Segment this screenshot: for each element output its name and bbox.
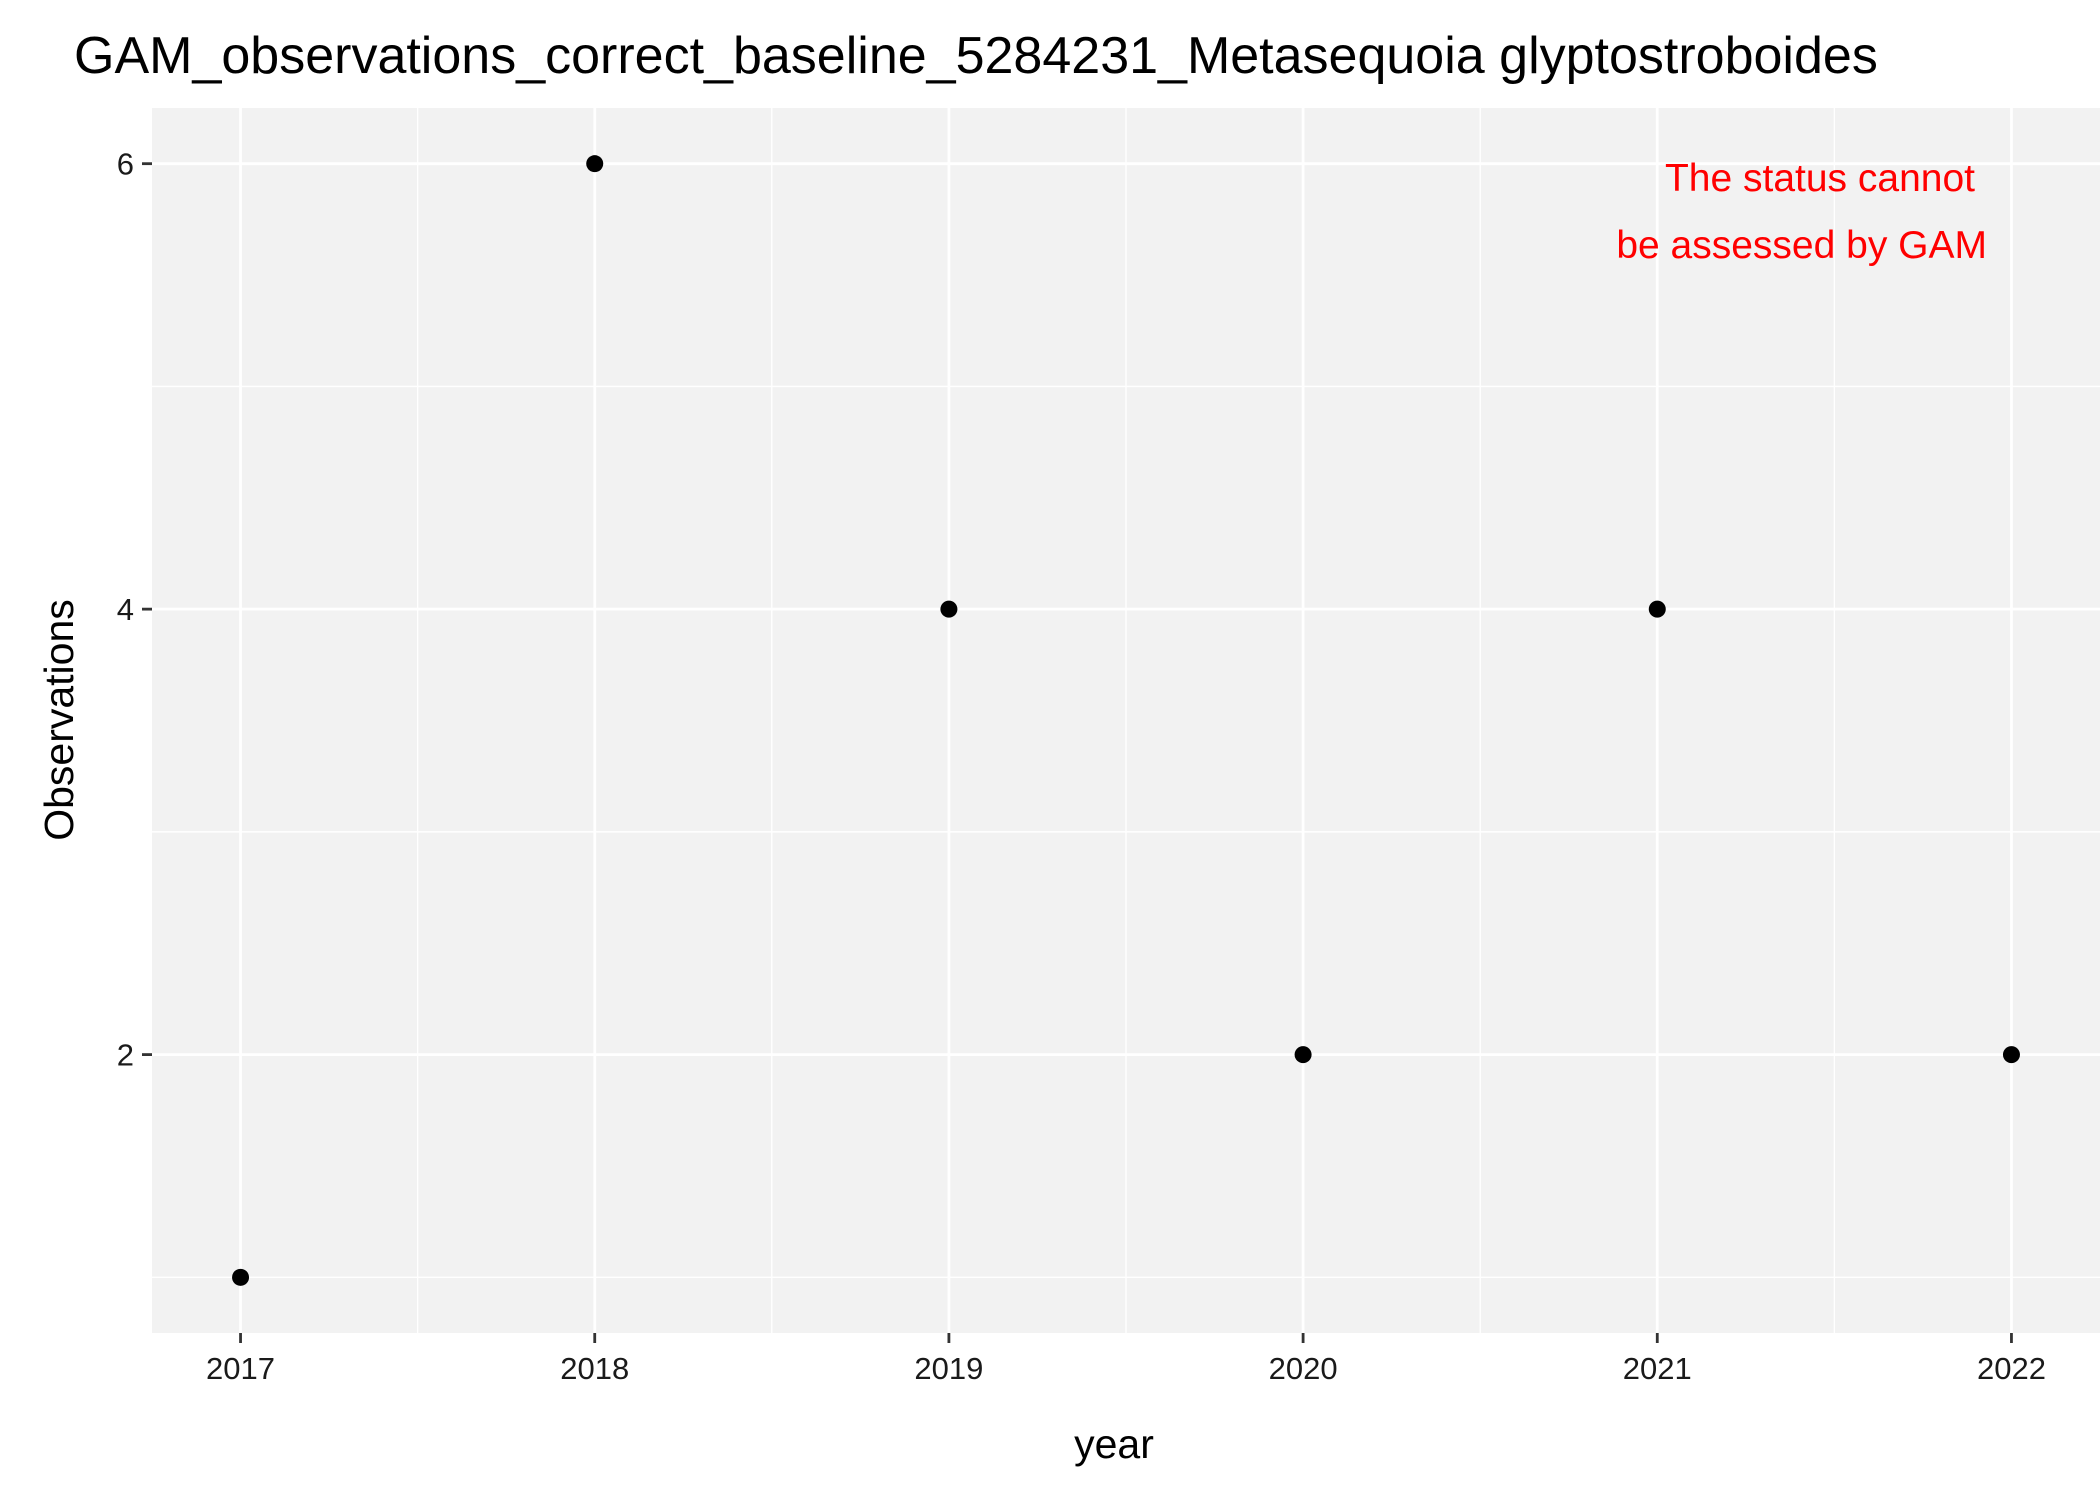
x-tick-label: 2017	[206, 1351, 275, 1386]
x-tick-label: 2019	[914, 1351, 983, 1386]
annotation-line-1: The status cannot	[1665, 157, 1975, 200]
y-tick-label: 6	[117, 147, 134, 182]
y-axis-ticks: 2 4 6	[117, 147, 152, 1073]
y-axis-label: Observations	[36, 599, 82, 841]
data-point	[232, 1268, 250, 1286]
major-x-gridlines	[239, 108, 2013, 1333]
major-y-gridlines	[152, 162, 2100, 1056]
data-point	[2002, 1046, 2020, 1064]
annotation-line-2: be assessed by GAM	[1616, 224, 1987, 267]
x-tick-label: 2020	[1269, 1351, 1338, 1386]
y-tick-label: 4	[117, 592, 134, 627]
data-point	[1294, 1046, 1312, 1064]
data-point	[1648, 600, 1666, 618]
data-points	[232, 155, 2020, 1286]
x-axis-ticks: 2017 2018 2019 2020 2021 2022	[206, 1333, 2046, 1386]
x-axis-label: year	[1074, 1421, 1154, 1467]
x-tick-label: 2018	[560, 1351, 629, 1386]
data-point	[940, 600, 958, 618]
y-tick-label: 2	[117, 1038, 134, 1073]
x-tick-label: 2021	[1623, 1351, 1692, 1386]
minor-y-gridlines	[152, 385, 2100, 1279]
data-point	[586, 155, 604, 173]
chart-title: GAM_observations_correct_baseline_528423…	[74, 27, 1878, 85]
minor-x-gridlines	[416, 108, 1836, 1333]
x-tick-label: 2022	[1977, 1351, 2046, 1386]
